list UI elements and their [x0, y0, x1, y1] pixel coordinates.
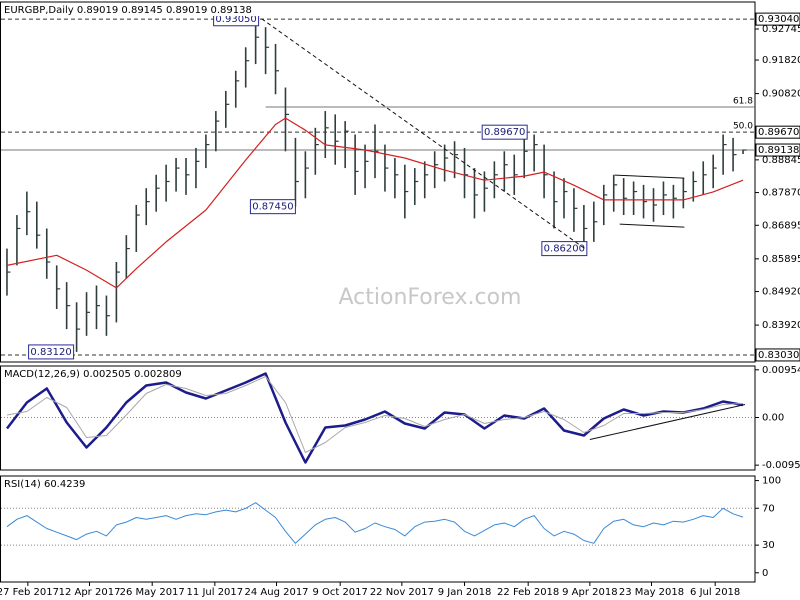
title-bg	[2, 367, 195, 380]
y-tick-label: 0.88845	[762, 155, 800, 166]
level-label-box	[755, 348, 800, 362]
panel-title: RSI(14) 60.4239	[4, 479, 85, 490]
annotation-label: 0.87450	[252, 202, 293, 213]
x-tick-label: 23 May 2018	[619, 587, 684, 598]
x-tick-label: 22 Feb 2018	[497, 587, 559, 598]
level-label-box	[755, 143, 800, 157]
annotation-box	[541, 241, 588, 257]
x-tick-label: 27 Feb 2017	[0, 587, 59, 598]
annotation-box	[481, 124, 528, 140]
panel-frame	[0, 475, 756, 583]
x-tick-label: 6 Jul 2018	[690, 587, 740, 598]
series-line	[6, 117, 744, 289]
y-tick-label: 0.92745	[762, 24, 800, 35]
y-tick-label: 0.00	[762, 413, 784, 424]
annotation-label: 0.86200	[544, 244, 585, 255]
x-tick-label: 26 May 2017	[120, 587, 185, 598]
series-line	[6, 502, 744, 544]
y-tick-label: 0	[762, 568, 768, 579]
y-tick-label: 100	[762, 476, 781, 487]
y-tick-label: 0.85895	[762, 254, 800, 265]
level-label: 0.89670	[758, 127, 799, 138]
title-bg	[2, 477, 95, 490]
x-tick-label: 9 Oct 2017	[312, 587, 367, 598]
panel-frame	[0, 1, 756, 363]
annotation-label: 0.89670	[484, 127, 525, 138]
y-tick-label: 30	[762, 540, 775, 551]
title-bg	[2, 3, 275, 16]
level-label: 0.89138	[758, 145, 799, 156]
series-line	[6, 372, 744, 464]
y-tick-label: 0.00954	[762, 365, 800, 376]
level-label: 0.93040	[758, 14, 799, 25]
y-tick-label: 0.86895	[762, 220, 800, 231]
y-tick-label: -0.00953	[762, 460, 800, 471]
x-tick-label: 22 Nov 2017	[370, 587, 434, 598]
annotation-label: 0.83120	[30, 347, 71, 358]
annotation-box	[249, 199, 296, 215]
y-tick-label: 0.87870	[762, 188, 800, 199]
watermark: ActionForex.com	[339, 285, 522, 310]
series-line	[6, 376, 744, 453]
annotation-label: 0.93050	[215, 14, 256, 25]
y-tick-label: 0.91820	[762, 55, 800, 66]
trend-line	[619, 223, 685, 228]
x-tick-label: 9 Apr 2018	[562, 587, 617, 598]
panel-title: EURGBP,Daily 0.89019 0.89145 0.89019 0.8…	[4, 5, 252, 16]
annotation-box	[28, 344, 75, 360]
level-label: 0.83030	[758, 350, 799, 361]
x-tick-label: 9 Jan 2018	[438, 587, 492, 598]
fib-label: 50.0	[733, 122, 753, 132]
y-tick-label: 0.83920	[762, 320, 800, 331]
level-label-box	[755, 125, 800, 139]
y-tick-label: 0.90820	[762, 89, 800, 100]
trend-line	[614, 174, 685, 179]
x-tick-label: 24 Aug 2017	[244, 587, 308, 598]
fib-label: 61.8	[733, 97, 753, 107]
y-tick-label: 0.84920	[762, 287, 800, 298]
panel-title: MACD(12,26,9) 0.002505 0.002809	[4, 369, 182, 380]
x-tick-label: 11 Jul 2017	[187, 587, 244, 598]
trend-line	[261, 18, 586, 250]
y-tick-label: 70	[762, 503, 775, 514]
x-tick-label: 12 Apr 2017	[59, 587, 121, 598]
trend-line	[589, 404, 746, 440]
level-label-box	[755, 12, 800, 26]
